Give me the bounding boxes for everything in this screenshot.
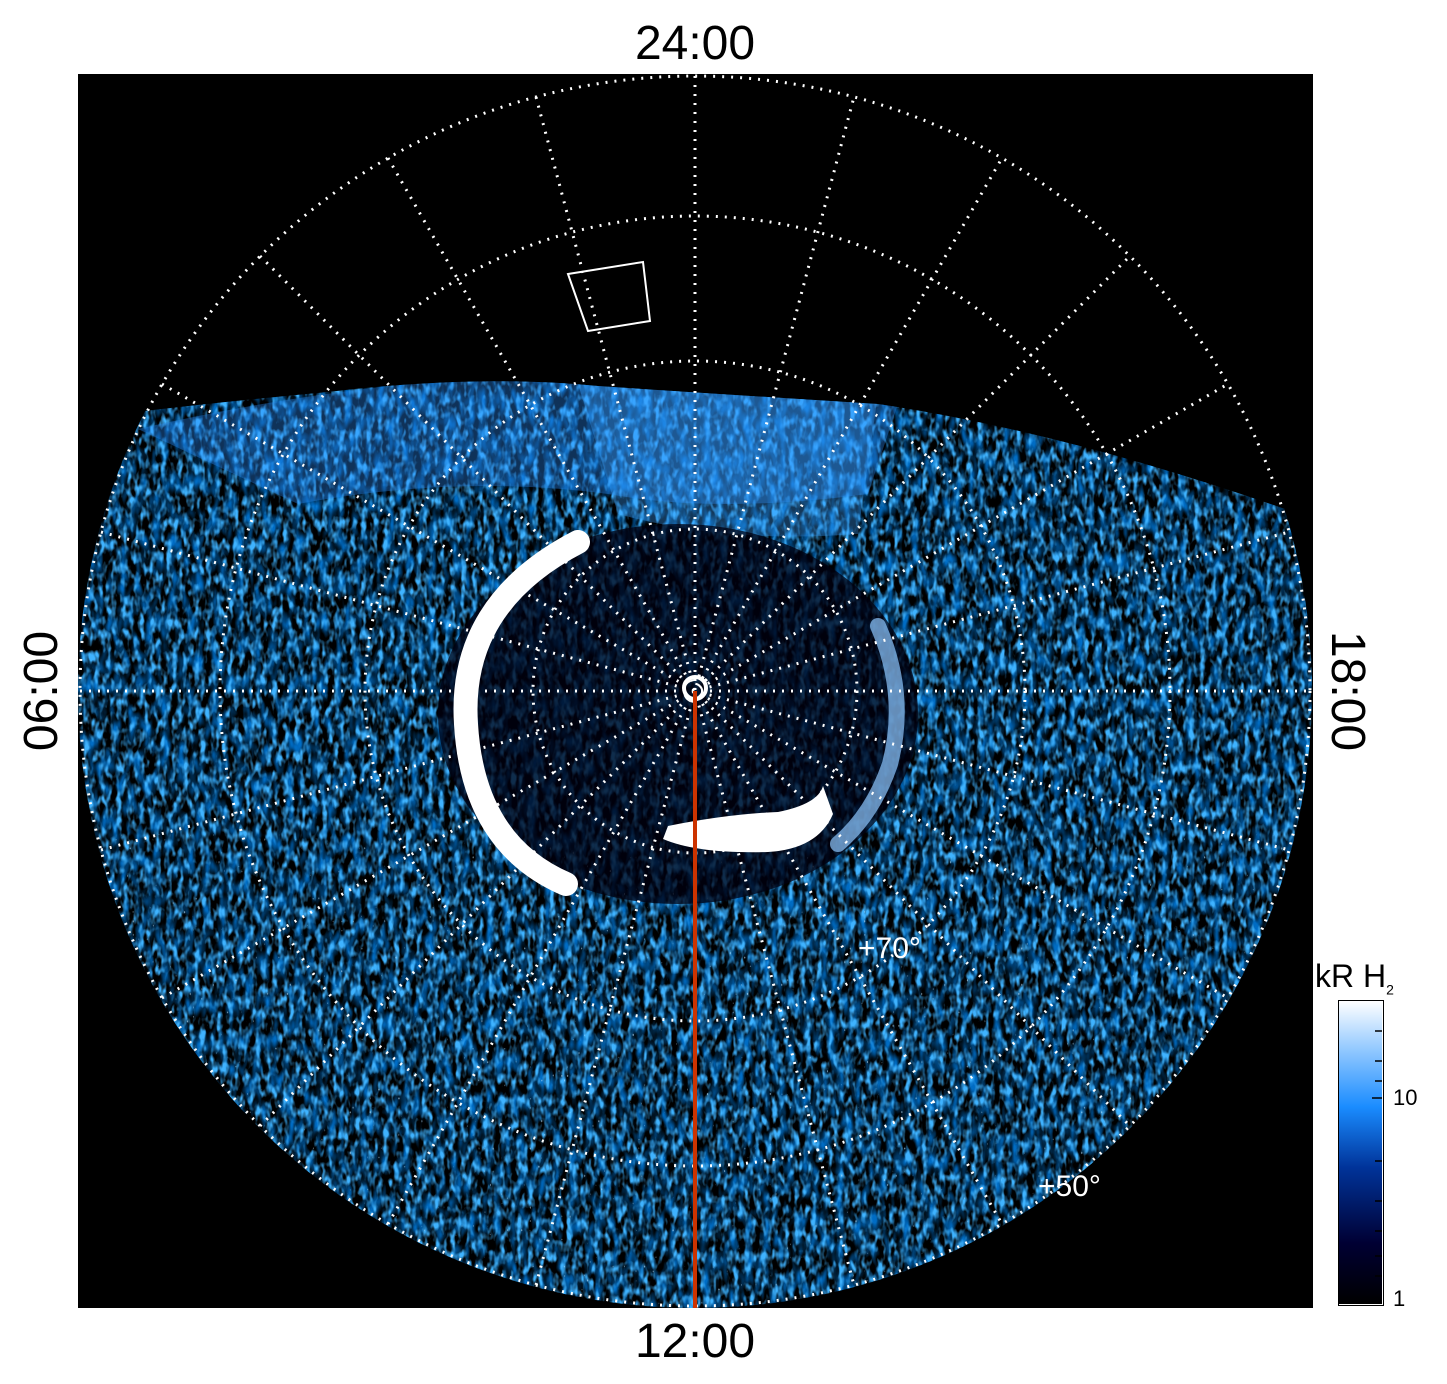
polar-grid xyxy=(78,74,1312,1308)
polar-auroral-map: +70° +50° xyxy=(78,74,1313,1308)
footprint-box xyxy=(566,260,652,333)
colorbar xyxy=(1338,1000,1384,1306)
auroral-oval-dusk-arc xyxy=(830,618,905,852)
auroral-noon-spot xyxy=(663,786,833,853)
auroral-oval-dawn-arc xyxy=(453,530,590,896)
colorbar-tick-10: 10 xyxy=(1393,1085,1418,1110)
local-time-label-midnight: 24:00 xyxy=(634,17,756,70)
local-time-label-noon: 12:00 xyxy=(634,1315,756,1368)
colorbar-title-text: kR H xyxy=(1315,958,1387,994)
grid-outer-circle xyxy=(78,74,1312,1308)
colorbar-title-subscript: 2 xyxy=(1386,981,1394,998)
colorbar-title: kR H2 xyxy=(1315,958,1394,997)
local-time-label-dawn: 06:00 xyxy=(15,630,68,752)
latitude-label-70: +70° xyxy=(858,932,921,965)
grid-circle xyxy=(531,527,859,855)
local-time-label-dusk: 18:00 xyxy=(1321,630,1374,752)
colorbar-tick-1: 1 xyxy=(1393,1286,1406,1311)
latitude-label-50: +50° xyxy=(1038,1170,1101,1203)
colorbar-gradient xyxy=(1339,1001,1382,1304)
